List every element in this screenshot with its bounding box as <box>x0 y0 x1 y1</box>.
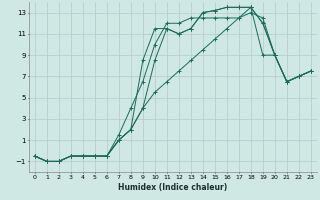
X-axis label: Humidex (Indice chaleur): Humidex (Indice chaleur) <box>118 183 228 192</box>
